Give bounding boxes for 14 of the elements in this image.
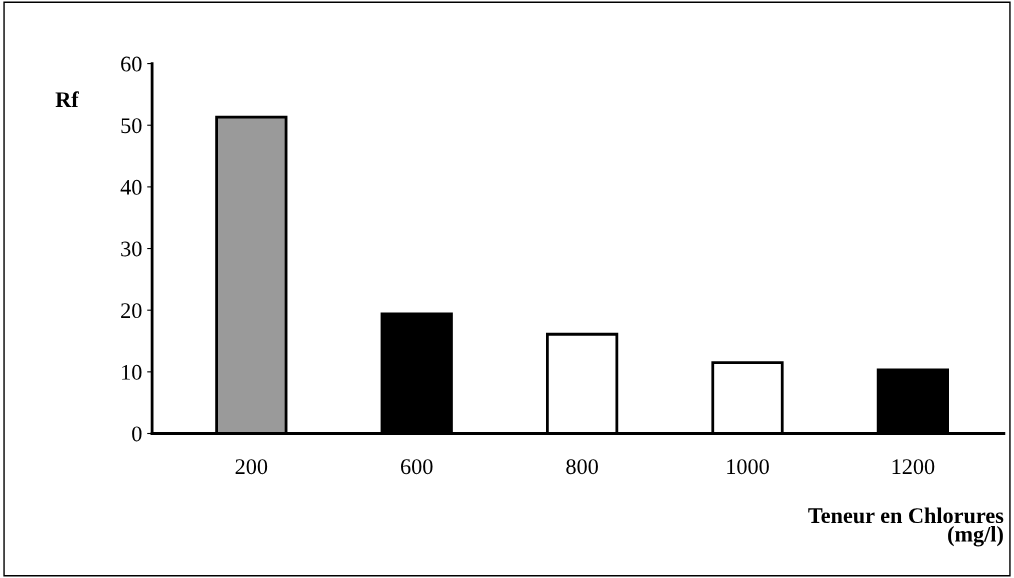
y-tick-label: 30 (121, 241, 142, 257)
x-tick-label: 600 (401, 459, 433, 475)
y-tick-label: 20 (121, 303, 142, 319)
x-tick-label: 1000 (727, 459, 769, 475)
y-tick-label: 0 (132, 426, 142, 442)
y-tick-label: 50 (121, 118, 142, 134)
x-tick-label: 800 (566, 459, 598, 475)
x-tick-label: 200 (235, 459, 268, 475)
y-tick-label: 40 (120, 179, 142, 195)
y-tick-label: 60 (121, 56, 142, 72)
x-tick-label: 1200 (892, 459, 935, 475)
x-axis-title: Teneur en Chlorures (mg/l) (808, 507, 1004, 547)
y-tick-label: 10 (122, 364, 142, 380)
y-axis-title: Rf (55, 91, 79, 107)
